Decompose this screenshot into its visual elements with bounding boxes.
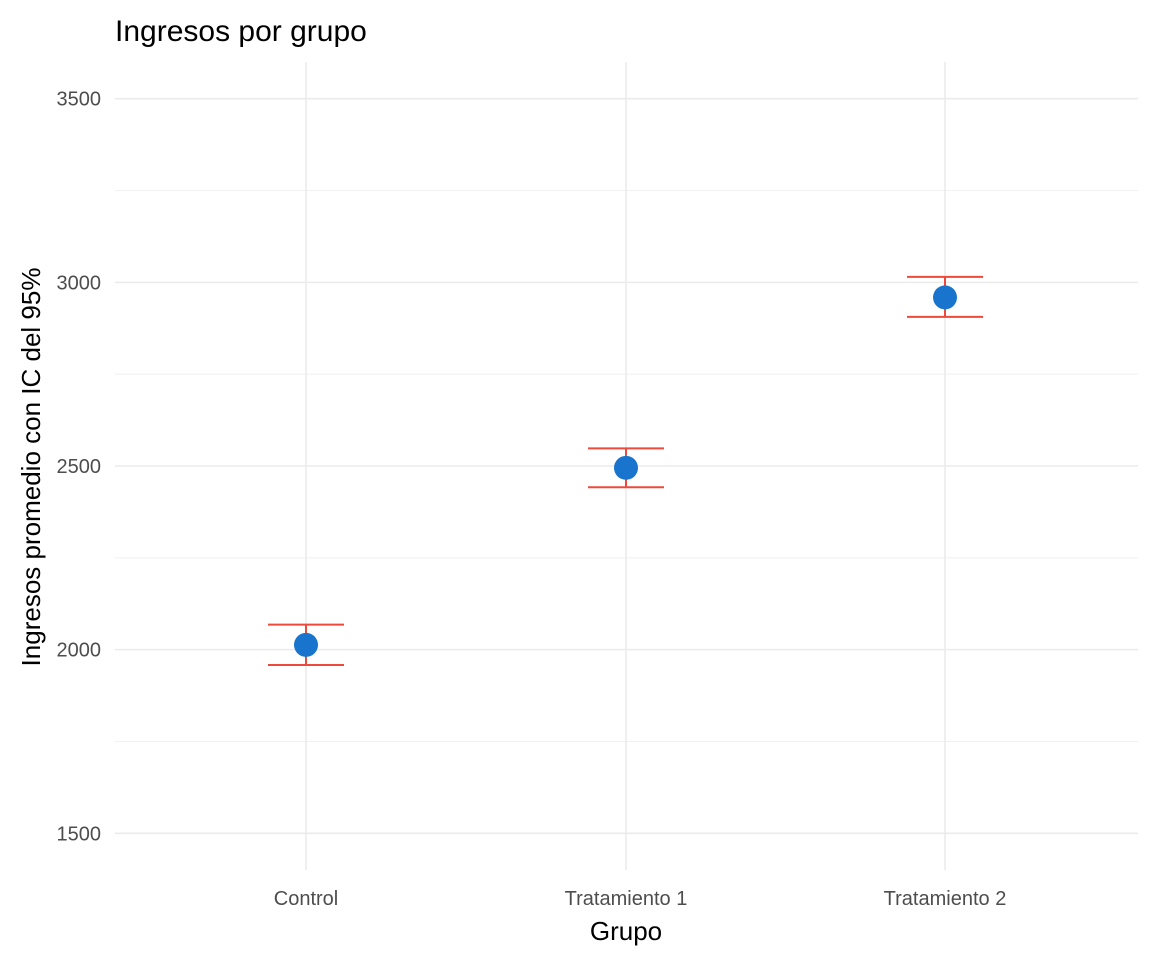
- y-tick-label: 2000: [57, 640, 102, 662]
- grid-layer: [115, 62, 1138, 870]
- data-point: [614, 455, 638, 480]
- data-point: [294, 632, 318, 657]
- y-tick-label: 2500: [57, 456, 102, 478]
- chart-title: Ingresos por grupo: [115, 15, 367, 48]
- y-axis-title: Ingresos promedio con IC del 95%: [16, 268, 46, 667]
- x-axis-title: Grupo: [590, 916, 662, 946]
- y-tick-label: 3500: [57, 89, 102, 111]
- point-layer: [294, 285, 957, 657]
- y-tick-label: 1500: [57, 823, 102, 845]
- x-tick-label: Tratamiento 1: [565, 888, 688, 910]
- y-tick-label: 3000: [57, 272, 102, 294]
- x-tick-label: Tratamiento 2: [884, 888, 1007, 910]
- x-tick-label: Control: [274, 888, 338, 910]
- tick-layer: 1500 2000 2500 3000 3500 Control Tratamiento 1…: [57, 89, 1007, 910]
- data-point: [933, 285, 957, 310]
